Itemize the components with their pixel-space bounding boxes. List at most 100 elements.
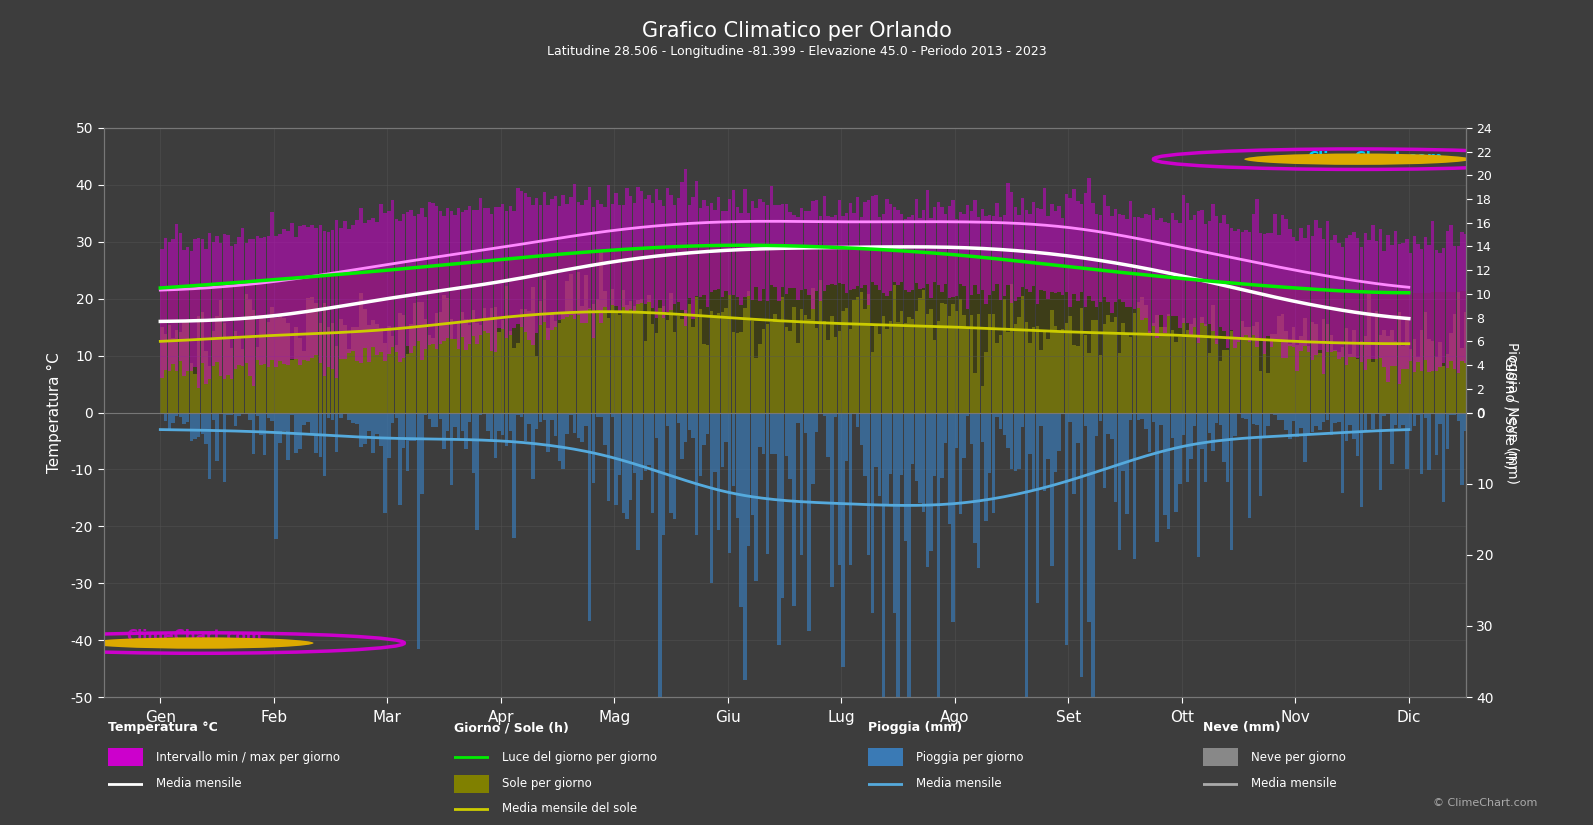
- Bar: [838, 248, 841, 331]
- Bar: [761, 202, 766, 290]
- Bar: [350, 412, 355, 423]
- Bar: [1378, 412, 1383, 490]
- Bar: [201, 312, 204, 412]
- Bar: [897, 322, 900, 412]
- Bar: [295, 237, 298, 359]
- Bar: [830, 217, 833, 284]
- Bar: [644, 412, 647, 471]
- Bar: [1367, 240, 1372, 359]
- Bar: [508, 206, 511, 335]
- Bar: [505, 412, 508, 446]
- Bar: [339, 274, 342, 319]
- Bar: [731, 412, 736, 486]
- Bar: [852, 300, 855, 412]
- Bar: [279, 316, 282, 412]
- Bar: [421, 302, 424, 412]
- Bar: [1166, 277, 1171, 314]
- Bar: [1493, 412, 1496, 423]
- Bar: [699, 246, 703, 309]
- Bar: [827, 248, 830, 340]
- Bar: [287, 279, 290, 323]
- Bar: [1333, 412, 1337, 423]
- Bar: [1333, 351, 1337, 412]
- Bar: [736, 412, 739, 518]
- Bar: [218, 284, 223, 300]
- Bar: [875, 195, 878, 285]
- Bar: [1352, 232, 1356, 356]
- Bar: [457, 263, 460, 322]
- Bar: [1125, 412, 1129, 514]
- Bar: [1171, 330, 1174, 412]
- Bar: [1174, 219, 1177, 316]
- Bar: [1055, 412, 1058, 472]
- Bar: [226, 283, 229, 338]
- Bar: [241, 229, 244, 366]
- Bar: [161, 248, 164, 378]
- Bar: [1002, 299, 1005, 412]
- Bar: [554, 412, 558, 436]
- Bar: [1227, 412, 1230, 482]
- Bar: [1330, 335, 1333, 412]
- Bar: [1129, 337, 1133, 412]
- Bar: [833, 214, 838, 285]
- Bar: [1284, 219, 1287, 358]
- Bar: [1021, 295, 1024, 412]
- Bar: [736, 333, 739, 412]
- Bar: [618, 314, 621, 412]
- Bar: [311, 276, 314, 297]
- Bar: [1171, 277, 1174, 330]
- Bar: [1356, 412, 1359, 456]
- Bar: [863, 202, 867, 285]
- Bar: [1344, 291, 1348, 328]
- Bar: [1200, 317, 1204, 412]
- Bar: [260, 315, 263, 412]
- Bar: [282, 412, 285, 431]
- Bar: [1416, 244, 1419, 362]
- Bar: [538, 412, 542, 422]
- Bar: [889, 204, 892, 291]
- Bar: [255, 281, 260, 346]
- Bar: [546, 255, 550, 328]
- Bar: [663, 248, 666, 306]
- Bar: [358, 412, 363, 447]
- Bar: [1438, 342, 1442, 412]
- Bar: [1010, 412, 1013, 469]
- Bar: [908, 318, 911, 412]
- Bar: [1424, 412, 1427, 418]
- Bar: [655, 189, 658, 318]
- Bar: [1372, 362, 1375, 412]
- Bar: [714, 412, 717, 472]
- Bar: [1481, 239, 1486, 373]
- Bar: [513, 412, 516, 538]
- Bar: [1152, 276, 1155, 323]
- Bar: [875, 249, 878, 324]
- Bar: [1099, 412, 1102, 421]
- Bar: [460, 312, 464, 412]
- Bar: [1467, 332, 1470, 412]
- Bar: [1083, 412, 1086, 426]
- Bar: [1021, 262, 1024, 295]
- Bar: [1383, 412, 1386, 416]
- Bar: [1344, 238, 1348, 365]
- Bar: [666, 188, 669, 312]
- Bar: [1252, 326, 1255, 412]
- Bar: [663, 206, 666, 318]
- Bar: [984, 215, 988, 304]
- Bar: [929, 412, 932, 551]
- Bar: [417, 267, 421, 302]
- Bar: [198, 285, 201, 316]
- Bar: [577, 412, 580, 438]
- Bar: [577, 272, 580, 412]
- Bar: [1083, 268, 1086, 335]
- Bar: [984, 257, 988, 352]
- Bar: [358, 208, 363, 363]
- Bar: [1227, 224, 1230, 348]
- Bar: [725, 245, 728, 308]
- Bar: [988, 412, 991, 474]
- Bar: [1352, 291, 1356, 329]
- Bar: [1501, 290, 1504, 341]
- Bar: [610, 250, 615, 289]
- Bar: [1397, 312, 1402, 412]
- Text: Luce del giorno per giorno: Luce del giorno per giorno: [502, 751, 656, 764]
- Bar: [672, 332, 677, 412]
